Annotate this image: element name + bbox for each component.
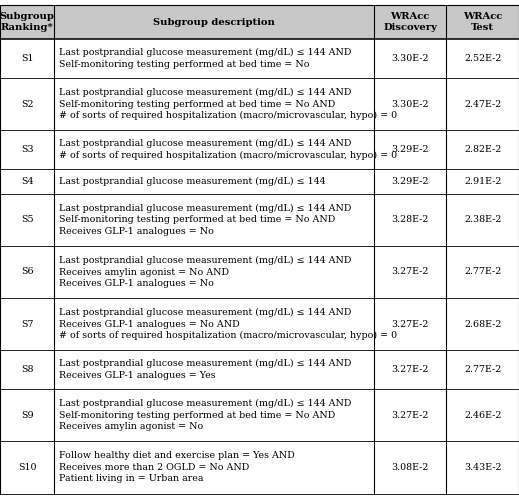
Bar <box>0 39 519 78</box>
Text: 3.29E-2: 3.29E-2 <box>391 145 429 154</box>
Text: 3.30E-2: 3.30E-2 <box>391 54 429 63</box>
Text: 2.38E-2: 2.38E-2 <box>464 215 501 224</box>
Text: 2.77E-2: 2.77E-2 <box>464 267 501 276</box>
Text: S5: S5 <box>21 215 34 224</box>
Text: WRAcc
Test: WRAcc Test <box>463 12 502 32</box>
Text: Last postprandial glucose measurement (mg/dL) ≤ 144 AND
Self-monitoring testing : Last postprandial glucose measurement (m… <box>59 204 351 236</box>
Text: 2.68E-2: 2.68E-2 <box>464 320 501 329</box>
Text: 3.27E-2: 3.27E-2 <box>391 365 429 374</box>
Text: Subgroup description: Subgroup description <box>153 18 275 27</box>
Text: 3.43E-2: 3.43E-2 <box>464 463 501 472</box>
Text: S4: S4 <box>21 177 34 186</box>
Text: S9: S9 <box>21 411 34 420</box>
Bar <box>0 350 519 389</box>
Text: 3.29E-2: 3.29E-2 <box>391 177 429 186</box>
Text: 2.77E-2: 2.77E-2 <box>464 365 501 374</box>
Text: S6: S6 <box>21 267 34 276</box>
Text: 3.27E-2: 3.27E-2 <box>391 267 429 276</box>
Text: S7: S7 <box>21 320 34 329</box>
Bar <box>0 389 519 441</box>
Text: 3.30E-2: 3.30E-2 <box>391 100 429 109</box>
Bar <box>0 169 519 193</box>
Text: 3.27E-2: 3.27E-2 <box>391 411 429 420</box>
Text: Last postprandial glucose measurement (mg/dL) ≤ 144 AND
Receives amylin agonist : Last postprandial glucose measurement (m… <box>59 256 351 288</box>
Text: Last postprandial glucose measurement (mg/dL) ≤ 144 AND
Self-monitoring testing : Last postprandial glucose measurement (m… <box>59 48 351 69</box>
Text: 3.08E-2: 3.08E-2 <box>391 463 429 472</box>
Bar <box>0 246 519 298</box>
Bar <box>0 78 519 130</box>
Text: 2.82E-2: 2.82E-2 <box>464 145 501 154</box>
Text: Follow healthy diet and exercise plan = Yes AND
Receives more than 2 OGLD = No A: Follow healthy diet and exercise plan = … <box>59 451 294 483</box>
Text: S2: S2 <box>21 100 34 109</box>
Text: Last postprandial glucose measurement (mg/dL) ≤ 144 AND
Self-monitoring testing : Last postprandial glucose measurement (m… <box>59 88 397 120</box>
Bar <box>0 5 519 39</box>
Text: Last postprandial glucose measurement (mg/dL) ≤ 144 AND
# of sorts of required h: Last postprandial glucose measurement (m… <box>59 139 397 160</box>
Text: Last postprandial glucose measurement (mg/dL) ≤ 144 AND
Receives GLP-1 analogues: Last postprandial glucose measurement (m… <box>59 360 351 380</box>
Bar <box>0 298 519 350</box>
Text: S3: S3 <box>21 145 34 154</box>
Text: 2.52E-2: 2.52E-2 <box>464 54 501 63</box>
Text: Subgroup
Ranking*: Subgroup Ranking* <box>0 12 54 32</box>
Text: Last postprandial glucose measurement (mg/dL) ≤ 144: Last postprandial glucose measurement (m… <box>59 177 325 186</box>
Bar <box>0 193 519 246</box>
Bar <box>0 130 519 169</box>
Text: 3.27E-2: 3.27E-2 <box>391 320 429 329</box>
Text: S8: S8 <box>21 365 34 374</box>
Text: 2.46E-2: 2.46E-2 <box>464 411 501 420</box>
Bar <box>0 441 519 494</box>
Text: S10: S10 <box>18 463 36 472</box>
Text: WRAcc
Discovery: WRAcc Discovery <box>383 12 437 32</box>
Text: Last postprandial glucose measurement (mg/dL) ≤ 144 AND
Self-monitoring testing : Last postprandial glucose measurement (m… <box>59 399 351 431</box>
Text: 3.28E-2: 3.28E-2 <box>391 215 429 224</box>
Text: Last postprandial glucose measurement (mg/dL) ≤ 144 AND
Receives GLP-1 analogues: Last postprandial glucose measurement (m… <box>59 308 397 340</box>
Text: 2.47E-2: 2.47E-2 <box>464 100 501 109</box>
Text: 2.91E-2: 2.91E-2 <box>464 177 501 186</box>
Text: S1: S1 <box>21 54 34 63</box>
